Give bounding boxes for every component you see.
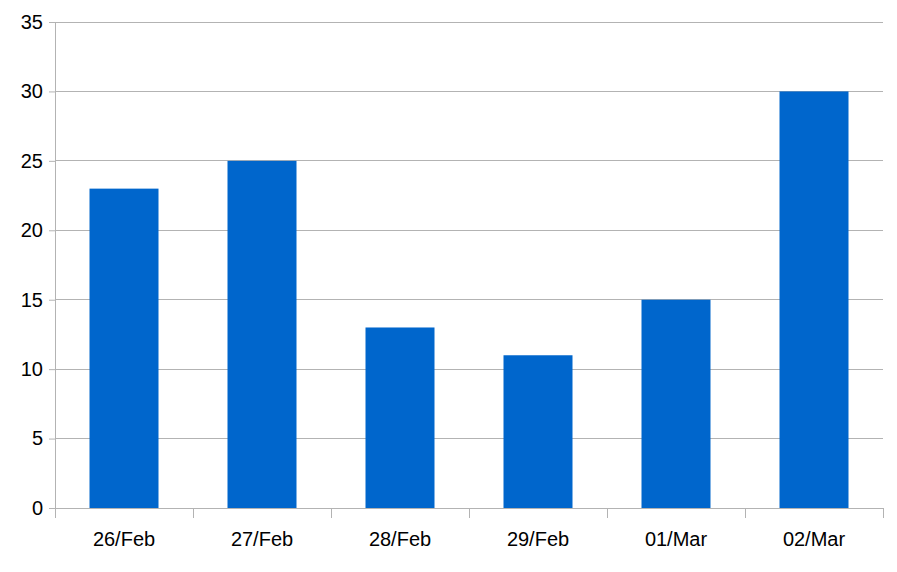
y-tick-mark bbox=[49, 230, 55, 231]
y-tick-label: 5 bbox=[32, 427, 43, 449]
y-tick: 30 bbox=[21, 80, 55, 102]
y-tick-mark bbox=[49, 300, 55, 301]
y-tick: 20 bbox=[21, 219, 55, 241]
y-tick-label: 35 bbox=[21, 11, 43, 33]
grid-line bbox=[55, 369, 883, 370]
y-tick: 5 bbox=[32, 427, 55, 449]
grid-line bbox=[55, 299, 883, 300]
y-tick-mark bbox=[49, 369, 55, 370]
bar bbox=[642, 300, 711, 508]
y-tick-label: 20 bbox=[21, 219, 43, 241]
grid bbox=[55, 22, 883, 508]
y-tick-mark bbox=[49, 439, 55, 440]
x-tick-label: 28/Feb bbox=[369, 528, 431, 550]
y-tick: 35 bbox=[21, 11, 55, 33]
grid-line bbox=[55, 438, 883, 439]
y-tick-label: 25 bbox=[21, 150, 43, 172]
category-separator bbox=[55, 508, 56, 518]
chart: 0 5 10 15 20 25 30 35 26/Feb 27/Feb 28/Feb 29/Feb 01… bbox=[0, 0, 897, 572]
category-separator bbox=[745, 508, 746, 518]
y-tick: 15 bbox=[21, 289, 55, 311]
category-separator bbox=[883, 508, 884, 518]
category-separator bbox=[193, 508, 194, 518]
x-tick: 01/Mar bbox=[645, 508, 708, 550]
bars bbox=[90, 91, 849, 508]
x-tick: 02/Mar bbox=[783, 508, 846, 550]
y-tick-label: 0 bbox=[32, 497, 43, 519]
bar bbox=[780, 91, 849, 508]
grid-line bbox=[55, 91, 883, 92]
x-tick-label: 26/Feb bbox=[93, 528, 155, 550]
plot-area: 0 5 10 15 20 25 30 35 26/Feb 27/Feb 28/Feb 29/Feb 01… bbox=[21, 11, 884, 550]
y-tick-label: 30 bbox=[21, 80, 43, 102]
y-tick: 25 bbox=[21, 150, 55, 172]
grid-line bbox=[55, 160, 883, 161]
x-axis: 26/Feb 27/Feb 28/Feb 29/Feb 01/Mar 02/Mar bbox=[55, 508, 884, 550]
y-tick-mark bbox=[49, 22, 55, 23]
bar bbox=[504, 355, 573, 508]
grid-line bbox=[55, 22, 883, 23]
y-tick-mark bbox=[49, 91, 55, 92]
category-separator bbox=[469, 508, 470, 518]
bar bbox=[228, 161, 297, 508]
y-tick-mark bbox=[49, 161, 55, 162]
x-tick-label: 29/Feb bbox=[507, 528, 569, 550]
x-tick: 28/Feb bbox=[369, 508, 431, 550]
grid-line bbox=[55, 230, 883, 231]
x-tick: 27/Feb bbox=[231, 508, 293, 550]
category-separator bbox=[607, 508, 608, 518]
x-tick-label: 02/Mar bbox=[783, 528, 846, 550]
y-tick: 0 bbox=[32, 497, 55, 519]
y-tick-label: 10 bbox=[21, 358, 43, 380]
x-tick: 29/Feb bbox=[507, 508, 569, 550]
x-tick-label: 27/Feb bbox=[231, 528, 293, 550]
y-tick-label: 15 bbox=[21, 289, 43, 311]
category-separator bbox=[331, 508, 332, 518]
y-axis: 0 5 10 15 20 25 30 35 bbox=[21, 11, 56, 519]
y-tick-mark bbox=[49, 508, 55, 509]
x-tick: 26/Feb bbox=[93, 508, 155, 550]
y-axis-line bbox=[55, 23, 56, 509]
category-separators bbox=[55, 508, 883, 518]
x-tick-label: 01/Mar bbox=[645, 528, 708, 550]
y-tick: 10 bbox=[21, 358, 55, 380]
bar bbox=[90, 189, 159, 508]
bar bbox=[366, 327, 435, 508]
